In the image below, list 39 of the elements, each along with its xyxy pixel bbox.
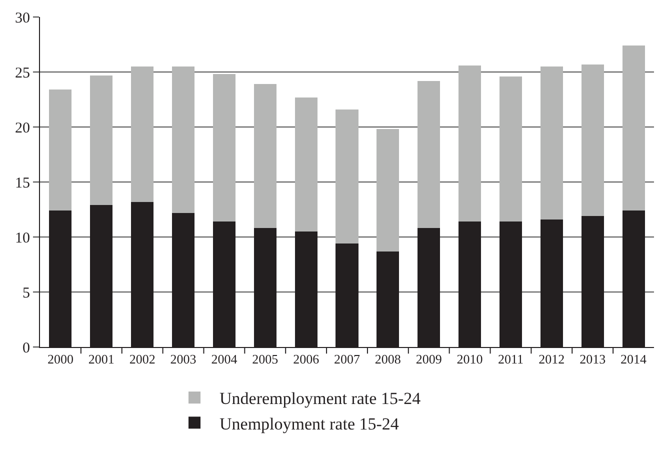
x-tick-label: 2014 bbox=[620, 352, 648, 367]
x-tick-label: 2002 bbox=[129, 352, 156, 367]
bar bbox=[212, 74, 236, 222]
bar bbox=[172, 66, 195, 213]
bar bbox=[376, 129, 400, 252]
y-tick-label: 25 bbox=[15, 65, 30, 82]
bar bbox=[90, 75, 113, 206]
bar bbox=[254, 84, 276, 228]
legend-label: Unemployment rate 15-24 bbox=[220, 414, 400, 434]
bar bbox=[581, 64, 604, 216]
x-tick-label: 2011 bbox=[498, 352, 524, 367]
bar bbox=[458, 65, 482, 222]
y-tick-label: 15 bbox=[15, 175, 30, 192]
bar bbox=[540, 66, 563, 220]
legend-label: Underemployment rate 15-24 bbox=[220, 389, 422, 408]
x-tick-label: 2012 bbox=[538, 352, 565, 367]
x-tick-label: 2008 bbox=[374, 352, 401, 367]
x-tick-label: 2004 bbox=[211, 352, 238, 367]
bar bbox=[131, 66, 154, 202]
x-tick-label: 2001 bbox=[88, 352, 114, 367]
x-tick-label: 2000 bbox=[47, 352, 74, 367]
bar bbox=[499, 76, 522, 222]
bar bbox=[622, 46, 645, 211]
y-tick-label: 30 bbox=[15, 10, 30, 26]
y-tick-label: 20 bbox=[15, 120, 30, 136]
x-tick-label: 2009 bbox=[416, 352, 442, 367]
x-tick-label: 2013 bbox=[580, 352, 606, 367]
y-tick-label: 5 bbox=[22, 285, 30, 302]
x-tick-label: 2007 bbox=[334, 352, 360, 367]
bar bbox=[49, 90, 72, 211]
x-tick-label: 2010 bbox=[456, 352, 483, 367]
bar bbox=[418, 80, 440, 228]
bar bbox=[294, 97, 318, 232]
x-tick-label: 2003 bbox=[170, 352, 196, 367]
x-tick-label: 2006 bbox=[293, 352, 320, 367]
y-tick-label: 10 bbox=[15, 230, 30, 246]
y-tick-label: 0 bbox=[22, 340, 30, 356]
bar bbox=[336, 109, 358, 244]
x-tick-label: 2005 bbox=[252, 352, 278, 367]
